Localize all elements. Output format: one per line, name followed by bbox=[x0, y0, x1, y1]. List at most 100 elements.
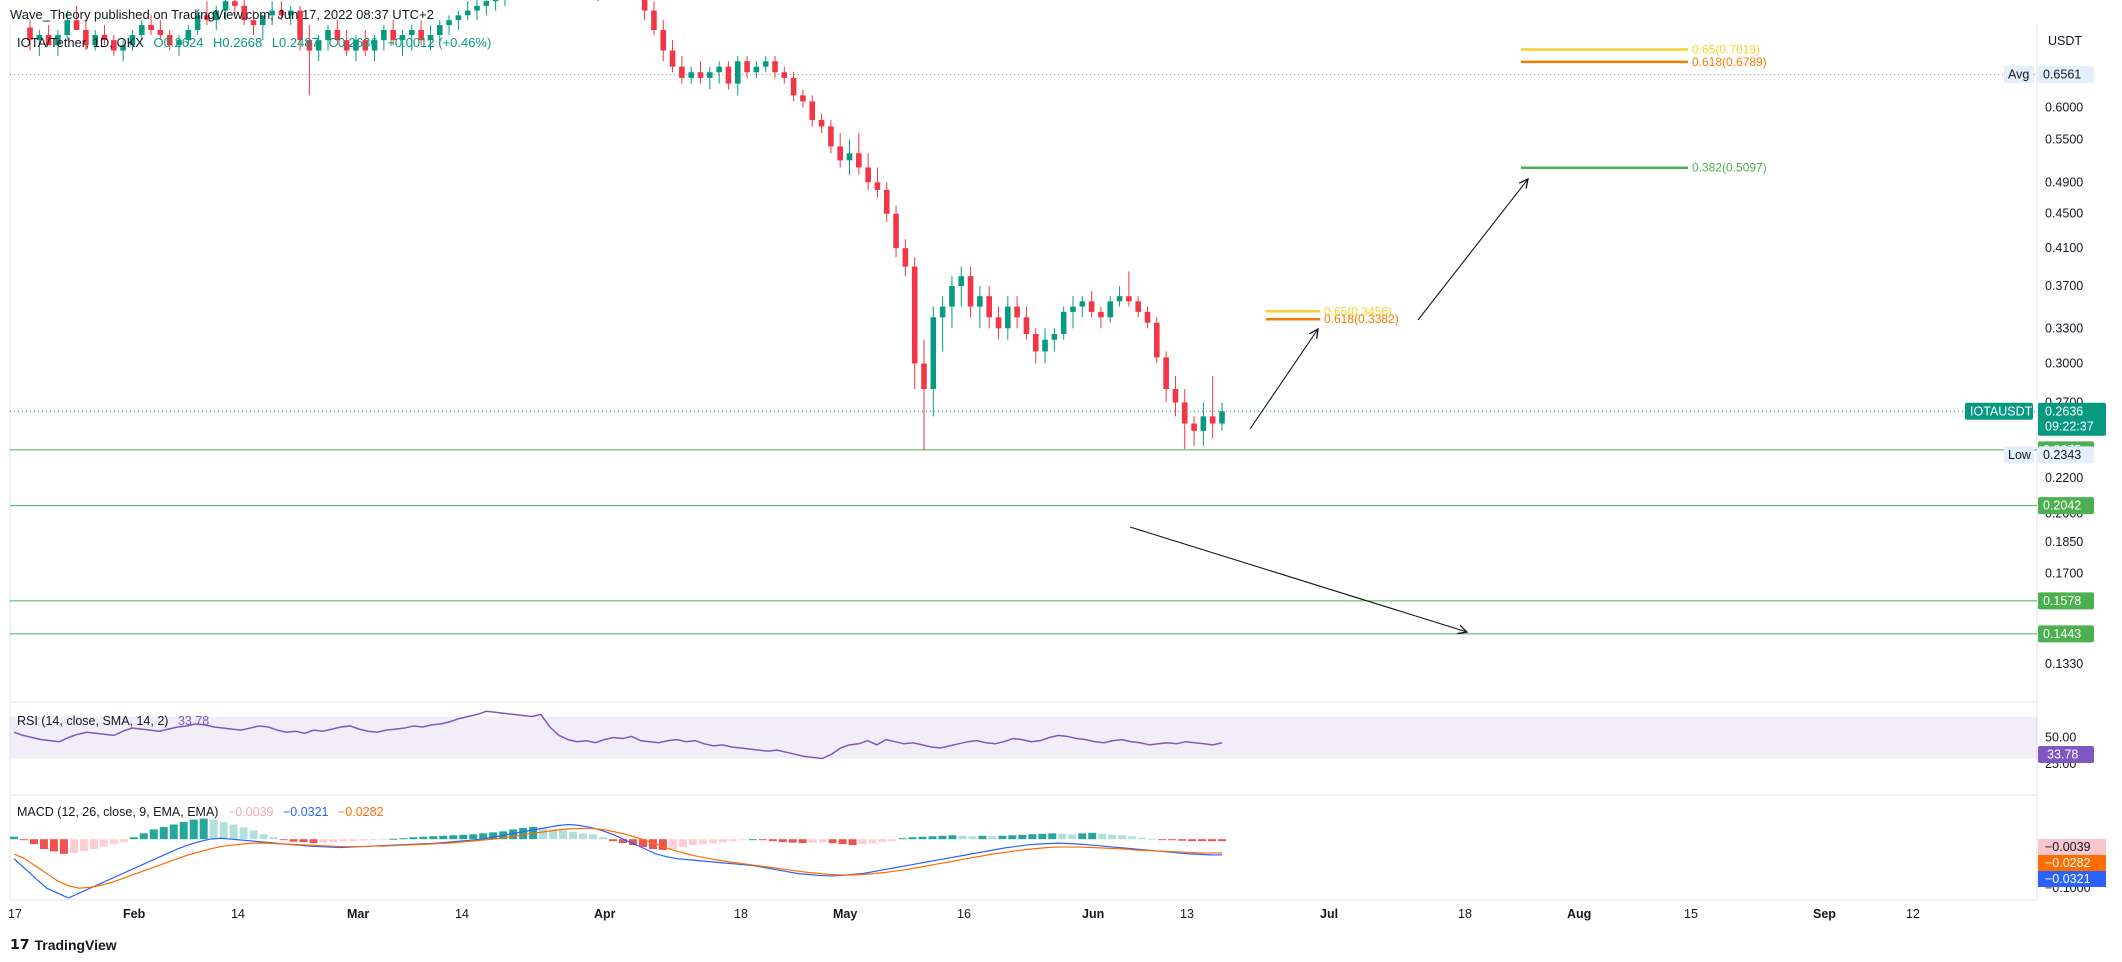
macd-hist-bar bbox=[968, 836, 977, 840]
macd-hist-bar bbox=[269, 837, 278, 840]
candle-body bbox=[166, 35, 173, 46]
candle-body bbox=[800, 95, 806, 102]
rsi-title: RSI (14, close, SMA, 14, 2) bbox=[17, 714, 169, 728]
candle-body bbox=[1005, 306, 1011, 329]
x-tick-label: 15 bbox=[1684, 907, 1698, 921]
macd-hist-bar bbox=[379, 839, 388, 841]
x-tick-label: 18 bbox=[1458, 907, 1472, 921]
macd-hist-bar bbox=[209, 819, 218, 840]
footer-brand: TradingView bbox=[34, 936, 117, 953]
fib-level-label: 0.618(0.6789) bbox=[1692, 55, 1767, 69]
y-tick-label: 0.3700 bbox=[2045, 279, 2083, 293]
macd-hist-bar bbox=[259, 834, 268, 840]
macd-legend: MACD (12, 26, close, 9, EMA, EMA) −0.003… bbox=[17, 805, 390, 819]
candle-body bbox=[287, 10, 294, 16]
candle-body bbox=[455, 15, 462, 21]
candle-body bbox=[148, 25, 154, 30]
y-tick-label: 0.6000 bbox=[2045, 100, 2083, 114]
macd-hist-bar bbox=[99, 839, 108, 847]
candle-body bbox=[474, 5, 480, 11]
last-price-label: 0.2636 bbox=[2045, 404, 2083, 418]
macd-price-tag-label: −0.0039 bbox=[2045, 840, 2091, 854]
macd-price-tag bbox=[2038, 871, 2106, 887]
macd-hist-bar bbox=[569, 831, 578, 840]
candle-body bbox=[837, 146, 843, 161]
macd-hist-bar bbox=[618, 839, 627, 844]
candle-body bbox=[64, 20, 71, 36]
macd-hist-bar bbox=[59, 839, 68, 854]
rsi-value-tag bbox=[2038, 746, 2094, 764]
candle-body bbox=[669, 50, 676, 67]
candle-body bbox=[1154, 322, 1160, 358]
open-value: O0.2624 bbox=[153, 35, 204, 50]
macd-hist-bar bbox=[49, 839, 58, 852]
macd-hist-bar bbox=[688, 839, 697, 846]
candle-body bbox=[930, 317, 937, 390]
macd-hist-bar bbox=[389, 838, 398, 840]
candle-body bbox=[492, 0, 499, 2]
candle-body bbox=[371, 40, 378, 51]
macd-hist-bar bbox=[329, 839, 338, 843]
rsi-line bbox=[13, 710, 1223, 760]
macd-hist-bar bbox=[1088, 832, 1097, 840]
low-price: 0.2343 bbox=[2043, 448, 2081, 462]
candle-body bbox=[828, 126, 834, 147]
macd-hist-bar bbox=[1188, 839, 1197, 842]
macd-hist-bar bbox=[748, 839, 757, 841]
candle-body bbox=[967, 276, 974, 307]
macd-hist-bar bbox=[838, 839, 847, 845]
macd-hist-bar bbox=[878, 839, 887, 843]
macd-title: MACD (12, 26, close, 9, EMA, EMA) bbox=[17, 805, 219, 819]
macd-hist-bar bbox=[898, 838, 907, 840]
candle-body bbox=[762, 61, 769, 67]
candle-body bbox=[911, 266, 918, 364]
x-tick-label: 12 bbox=[1906, 907, 1920, 921]
y-tick-label: 0.4100 bbox=[2045, 241, 2083, 255]
candle-body bbox=[902, 248, 909, 267]
macd-hist-bar bbox=[589, 834, 598, 840]
candle-body bbox=[353, 40, 359, 51]
macd-hist-bar bbox=[479, 833, 488, 840]
avg-price: 0.6561 bbox=[2043, 67, 2081, 81]
macd-hist-bar bbox=[519, 827, 528, 840]
candle-body bbox=[707, 72, 713, 78]
macd-hist-bar bbox=[109, 839, 118, 845]
macd-hist-bar bbox=[868, 839, 877, 844]
macd-price-tag-label: −0.0321 bbox=[2045, 872, 2091, 886]
candle-body bbox=[1079, 301, 1086, 307]
macd-hist-bar bbox=[79, 839, 88, 851]
avg-price-tag bbox=[2038, 65, 2094, 83]
macd-hist-bar bbox=[1168, 839, 1177, 841]
candle-body bbox=[986, 296, 992, 318]
macd-hist-value: −0.0039 bbox=[227, 805, 274, 819]
macd-hist-bar bbox=[648, 839, 657, 849]
countdown-label: 09:22:37 bbox=[2045, 419, 2094, 433]
currency-label: USDT bbox=[2048, 34, 2082, 48]
macd-hist-bar bbox=[668, 839, 677, 849]
macd-hist-bar bbox=[19, 839, 28, 841]
candle-body bbox=[1070, 306, 1076, 312]
candle-body bbox=[1088, 301, 1095, 312]
macd-hist-bar bbox=[978, 835, 987, 840]
macd-hist-bar bbox=[628, 839, 637, 846]
x-tick-label: 17 bbox=[8, 907, 22, 921]
macd-hist-bar bbox=[229, 824, 238, 840]
macd-hist-bar bbox=[1158, 839, 1167, 841]
x-tick-label: Mar bbox=[347, 907, 369, 921]
tradingview-footer[interactable]: 𝟭𝟳 TradingView bbox=[10, 936, 117, 953]
y-tick-label: 0.5500 bbox=[2045, 133, 2083, 147]
macd-hist-bar bbox=[429, 836, 438, 840]
x-tick-label: Jul bbox=[1320, 907, 1338, 921]
macd-hist-bar bbox=[409, 837, 418, 840]
candle-body bbox=[129, 35, 136, 46]
macd-hist-bar bbox=[1178, 839, 1187, 841]
close-value: C0.2636 bbox=[328, 35, 378, 50]
candle-body bbox=[36, 35, 43, 41]
candle-body bbox=[362, 40, 369, 51]
candle-body bbox=[1144, 311, 1151, 323]
candle-body bbox=[856, 153, 862, 168]
support-price-label: 0.1578 bbox=[2043, 594, 2081, 608]
candle-body bbox=[390, 30, 396, 41]
candle-body bbox=[660, 30, 667, 51]
